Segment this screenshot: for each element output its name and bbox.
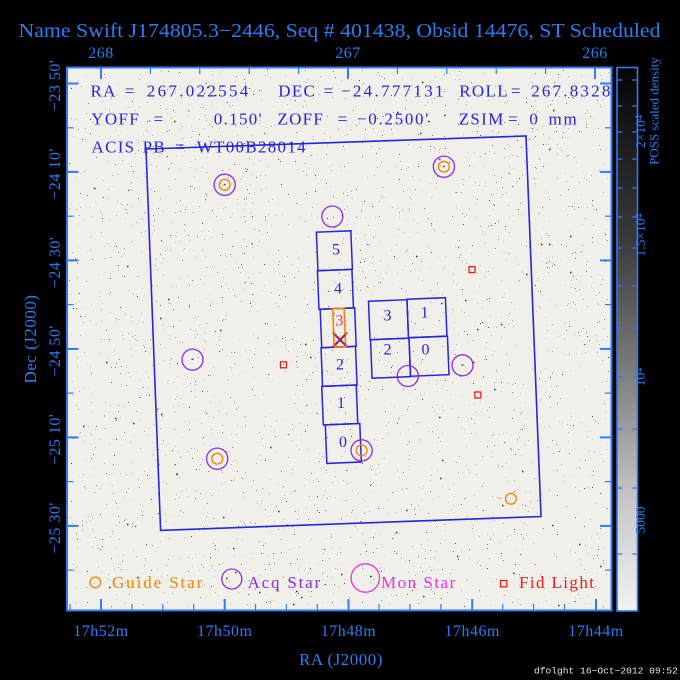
- svg-text:Mon Star: Mon Star: [381, 573, 457, 592]
- svg-text:17h48m: 17h48m: [321, 623, 377, 640]
- svg-text:17h46m: 17h46m: [444, 623, 500, 640]
- svg-text:5000: 5000: [633, 506, 648, 533]
- svg-text:−24 30': −24 30': [47, 237, 64, 288]
- svg-text:104: 104: [633, 368, 648, 387]
- svg-text:Name Swift J174805.3−2446, Seq: Name Swift J174805.3−2446, Seq # 401438,…: [19, 20, 661, 42]
- svg-text:−24 50': −24 50': [47, 325, 64, 376]
- svg-text:−25 10': −25 10': [47, 414, 64, 465]
- svg-text:1: 1: [421, 305, 429, 322]
- svg-text:266: 266: [582, 45, 608, 62]
- svg-text:1: 1: [337, 395, 345, 412]
- svg-text:=: =: [508, 110, 519, 129]
- svg-text:0: 0: [339, 434, 347, 451]
- svg-text:267.8328: 267.8328: [531, 81, 612, 100]
- svg-text:267: 267: [335, 45, 361, 62]
- svg-text:WT00B28014: WT00B28014: [197, 138, 307, 157]
- svg-text:−25 30': −25 30': [47, 502, 64, 553]
- svg-text:ZSIM: ZSIM: [459, 110, 505, 129]
- svg-text:YOFF: YOFF: [91, 110, 140, 129]
- svg-text:−0.2500': −0.2500': [357, 110, 430, 129]
- svg-text:0.150': 0.150': [214, 110, 263, 129]
- svg-text:1.5×104: 1.5×104: [633, 214, 648, 257]
- svg-text:17h44m: 17h44m: [568, 623, 624, 640]
- svg-text:ROLL: ROLL: [459, 81, 509, 100]
- svg-text:dfolght 16−Oct−2012 09:52: dfolght 16−Oct−2012 09:52: [534, 666, 678, 677]
- svg-text:2: 2: [336, 357, 344, 374]
- svg-text:0: 0: [529, 110, 539, 129]
- svg-text:=: =: [338, 110, 349, 129]
- svg-text:2×104: 2×104: [633, 115, 648, 148]
- svg-text:Acq Star: Acq Star: [248, 573, 322, 592]
- svg-text:=: =: [324, 81, 335, 100]
- svg-text:−24 10': −24 10': [47, 148, 64, 199]
- svg-text:RA: RA: [91, 81, 117, 100]
- svg-text:=: =: [511, 81, 522, 100]
- svg-text:−24.777131: −24.777131: [341, 81, 446, 100]
- svg-text:=: =: [125, 81, 136, 100]
- svg-text:Dec (J2000): Dec (J2000): [21, 294, 40, 383]
- svg-text:2: 2: [384, 342, 392, 359]
- svg-text:4: 4: [334, 281, 342, 298]
- svg-text:RA (J2000): RA (J2000): [299, 650, 383, 669]
- svg-text:17h52m: 17h52m: [73, 623, 129, 640]
- svg-text:0: 0: [422, 342, 430, 359]
- svg-text:POSS scaled density: POSS scaled density: [647, 57, 662, 165]
- svg-text:Guide Star: Guide Star: [112, 573, 204, 592]
- svg-text:5: 5: [332, 242, 340, 259]
- svg-text:3: 3: [336, 313, 344, 330]
- svg-text:=: =: [154, 110, 165, 129]
- svg-text:−23 50': −23 50': [47, 60, 64, 111]
- svg-text:Fid Light: Fid Light: [519, 573, 595, 592]
- svg-text:DEC: DEC: [278, 81, 316, 100]
- svg-text:=: =: [175, 138, 186, 157]
- svg-text:3: 3: [384, 308, 392, 325]
- svg-text:mm: mm: [549, 110, 579, 129]
- svg-text:17h50m: 17h50m: [197, 623, 253, 640]
- svg-text:268: 268: [88, 45, 114, 62]
- svg-text:ACIS: ACIS: [92, 138, 136, 157]
- svg-text:267.022554: 267.022554: [147, 81, 251, 100]
- svg-text:PB: PB: [143, 138, 166, 157]
- svg-text:ZOFF: ZOFF: [277, 110, 324, 129]
